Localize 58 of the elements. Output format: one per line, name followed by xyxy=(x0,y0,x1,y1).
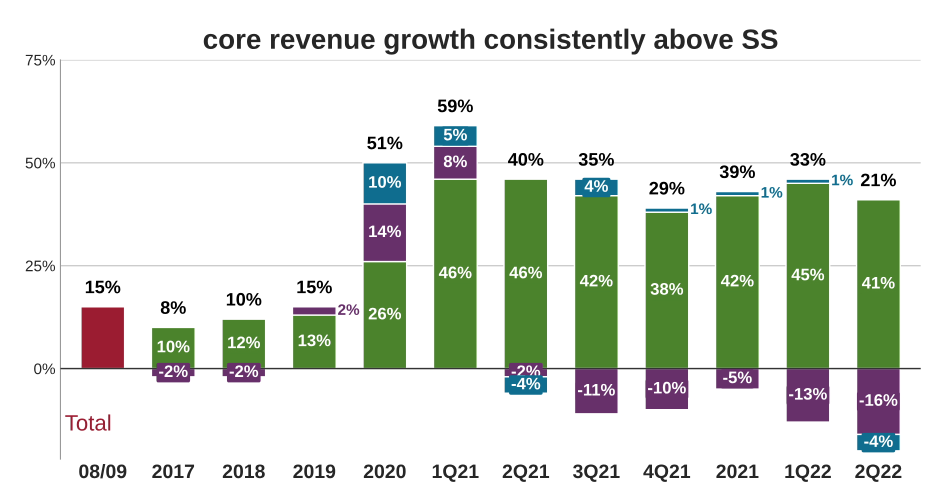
data-label: 13% xyxy=(298,334,331,346)
data-label: -16% xyxy=(860,394,898,406)
data-label: 26% xyxy=(368,308,402,320)
data-label: -5% xyxy=(723,372,752,384)
data-label: 5% xyxy=(444,128,467,140)
y-tick-label: 0% xyxy=(34,363,56,374)
x-tick-label: 2019 xyxy=(293,464,336,478)
y-tick-label: 25% xyxy=(26,260,56,272)
total-label: 15% xyxy=(297,280,332,294)
x-tick-label: 2Q21 xyxy=(502,464,550,482)
total-label: 21% xyxy=(860,174,896,186)
x-tick-label: 2018 xyxy=(222,464,265,478)
x-tick-label: 2020 xyxy=(364,464,406,478)
data-label: -10% xyxy=(648,382,686,394)
x-tick-label: 2Q22 xyxy=(855,464,902,482)
data-label: 45% xyxy=(791,268,824,280)
total-label: 10% xyxy=(226,292,262,306)
bar xyxy=(80,306,126,370)
x-tick-label: 3Q21 xyxy=(573,464,620,482)
data-label: -13% xyxy=(789,388,827,400)
x-tick-label: 08/09 xyxy=(79,464,126,478)
data-label: 41% xyxy=(862,276,895,289)
data-label: 8% xyxy=(444,155,467,168)
data-label: 1% xyxy=(832,174,853,186)
data-label: 10% xyxy=(369,176,402,188)
data-label: 46% xyxy=(509,266,542,278)
data-label: 42% xyxy=(580,274,613,287)
total-label: 8% xyxy=(160,301,186,314)
x-tick-label: 2017 xyxy=(152,464,194,478)
data-label: 4% xyxy=(584,180,608,192)
total-label: 15% xyxy=(86,280,120,294)
data-label: -4% xyxy=(864,435,893,448)
total-label: 51% xyxy=(367,136,402,150)
data-label: 1% xyxy=(691,203,712,214)
data-label: -11% xyxy=(578,384,615,396)
x-tick-label: 1Q21 xyxy=(432,464,479,482)
total-label: 39% xyxy=(720,165,755,178)
total-label: 59% xyxy=(438,99,473,112)
total-label: 29% xyxy=(649,182,684,195)
data-label: 12% xyxy=(228,336,260,348)
data-label: 1% xyxy=(762,186,782,198)
data-label: 10% xyxy=(158,340,190,352)
data-label: 38% xyxy=(650,283,684,295)
annotation: Total xyxy=(65,414,110,431)
data-label: 42% xyxy=(720,274,754,287)
x-tick-label: 4Q21 xyxy=(643,464,690,482)
total-label: 35% xyxy=(578,152,614,166)
data-label: 14% xyxy=(369,225,402,238)
x-tick-label: 1Q22 xyxy=(785,464,831,482)
total-label: 33% xyxy=(790,152,826,166)
total-label: 40% xyxy=(508,152,544,166)
data-label: 46% xyxy=(438,266,472,278)
x-tick-label: 2021 xyxy=(716,464,758,478)
data-label: -4% xyxy=(512,378,540,390)
y-tick-label: 75% xyxy=(26,54,56,66)
data-label: 2% xyxy=(338,304,360,315)
y-tick-label: 50% xyxy=(26,158,56,168)
chart-title: core revenue growth consistently above SS xyxy=(204,28,778,55)
